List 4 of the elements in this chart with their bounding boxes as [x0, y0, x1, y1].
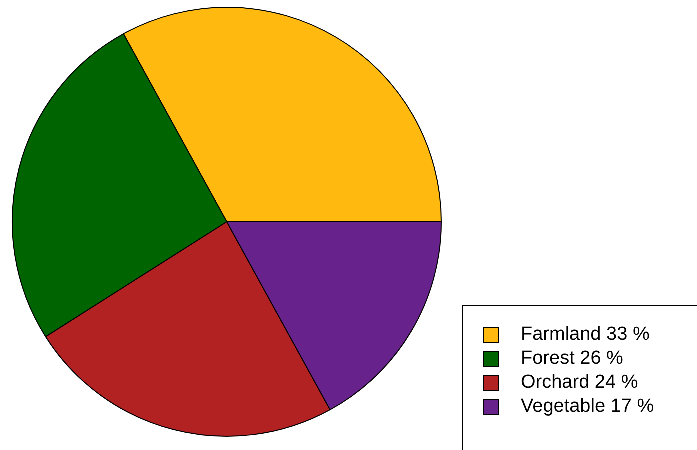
legend-label: Vegetable 17 %	[521, 396, 654, 418]
legend-label: Forest 26 %	[521, 348, 624, 370]
legend-label: Farmland 33 %	[521, 324, 650, 346]
legend-label: Orchard 24 %	[521, 372, 638, 394]
